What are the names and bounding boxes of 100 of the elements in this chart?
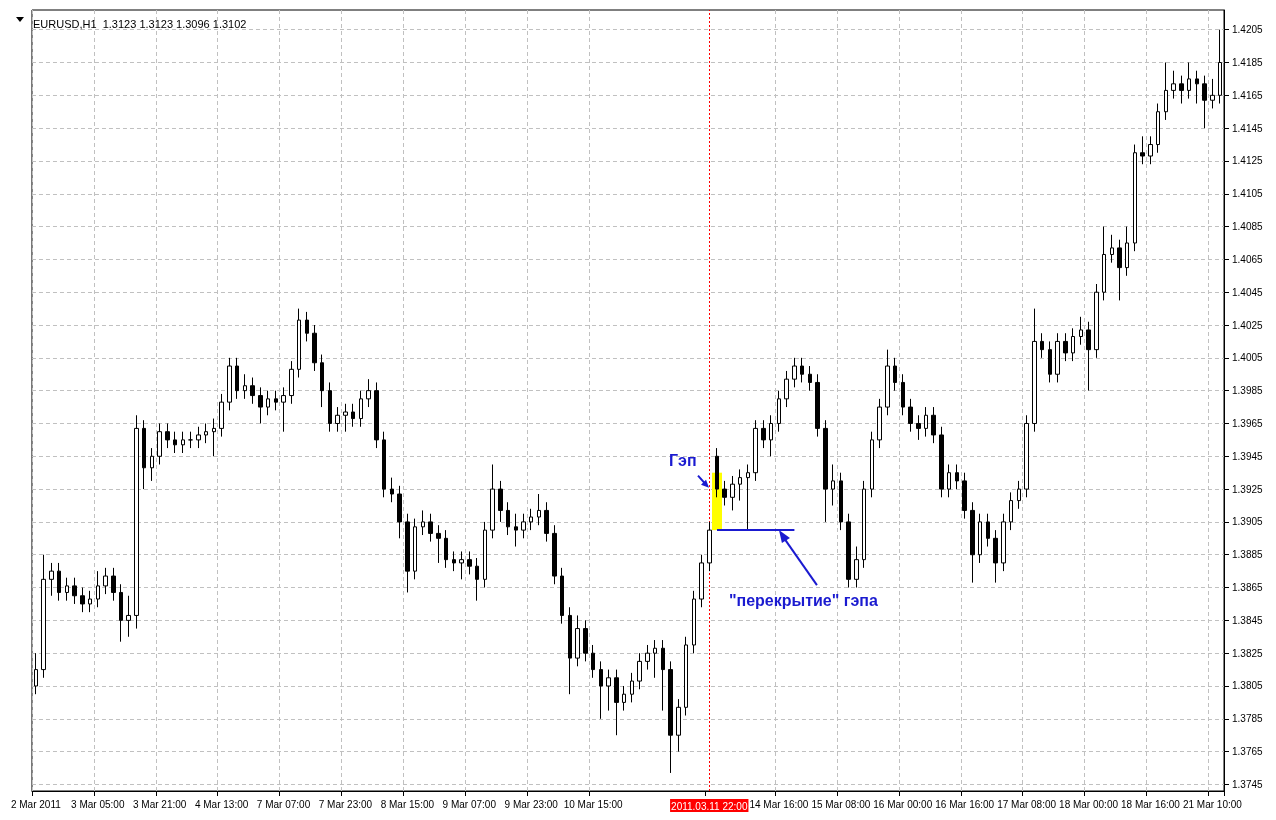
candlestick [374, 381, 379, 449]
candlestick [1187, 62, 1191, 100]
candlestick [537, 493, 541, 526]
candlestick [34, 652, 38, 695]
candlestick [986, 513, 990, 548]
candlestick [784, 370, 789, 408]
y-tick-label: 1.3925 [1232, 483, 1264, 495]
x-tick-label: 3 Mar 05:00 [71, 798, 125, 810]
candlestick [173, 431, 177, 454]
candlestick [119, 583, 123, 643]
candlestick [80, 587, 85, 613]
y-tick-label: 1.4085 [1232, 221, 1264, 233]
candlestick [962, 472, 967, 520]
y-tick-label: 1.4185 [1232, 57, 1264, 68]
annotation: "перекрытие" гэпа [728, 591, 878, 609]
candlestick [1102, 226, 1106, 301]
annotation: Гэп [669, 452, 697, 470]
y-tick-label: 1.3785 [1232, 713, 1264, 725]
candlestick [1094, 283, 1099, 359]
candlestick [1210, 78, 1215, 109]
candlestick [544, 501, 549, 543]
candlestick [877, 398, 882, 449]
candlestick [939, 426, 944, 498]
x-tick-label: 9 Mar 23:00 [504, 798, 559, 810]
candlestick [204, 422, 208, 444]
candlestick [1017, 480, 1021, 510]
candlestick [1202, 75, 1207, 129]
y-tick-label: 1.4045 [1232, 286, 1264, 298]
candlestick [126, 595, 131, 638]
candlestick [614, 669, 619, 736]
candlestick [645, 644, 650, 671]
candlestick [188, 431, 193, 449]
candlestick [815, 373, 820, 438]
candlestick [436, 524, 441, 564]
candlestick [1079, 316, 1083, 346]
candlestick [970, 501, 975, 584]
candlestick [947, 463, 951, 498]
candlestick [823, 419, 828, 523]
candlestick [320, 354, 324, 408]
candlestick [761, 419, 766, 449]
candlestick [1063, 332, 1068, 362]
candlestick [150, 447, 154, 482]
candlestick [72, 577, 77, 605]
candlestick [668, 660, 673, 774]
candlestick [630, 672, 634, 703]
candlestick [753, 419, 758, 482]
candlestick [1218, 29, 1222, 105]
candlestick [490, 463, 495, 539]
candlestick [854, 546, 859, 589]
candlestick [134, 414, 139, 630]
y-tick-label: 1.3865 [1232, 582, 1264, 594]
candlestick [65, 577, 69, 602]
candlestick [258, 386, 263, 424]
candlestick [366, 378, 371, 408]
candlestick [181, 431, 185, 454]
candlestick [599, 660, 603, 720]
candlestick [250, 377, 255, 405]
candlestick [1086, 321, 1091, 392]
x-tick-label: 2 Mar 2011 [10, 798, 62, 810]
x-tick-label: 18 Mar 00:00 [1059, 798, 1119, 810]
candlestick [1164, 62, 1168, 121]
candlestick [1125, 226, 1129, 277]
candlestick [606, 669, 611, 712]
candlestick [111, 567, 116, 602]
candlestick [870, 431, 874, 498]
candlestick [1179, 75, 1184, 105]
candlestick [88, 590, 92, 613]
candlestick [1195, 70, 1199, 105]
candlestick [359, 390, 363, 428]
candlestick [103, 567, 108, 595]
candlestick [413, 518, 417, 580]
candlestick [722, 480, 727, 507]
y-tick-label: 1.3765 [1232, 746, 1264, 758]
y-tick-label: 1.3745 [1232, 778, 1264, 790]
candlestick [421, 509, 425, 536]
candlestick [1148, 135, 1153, 165]
candlestick [428, 513, 433, 543]
candlestick [1009, 491, 1013, 531]
candlestick [289, 360, 294, 405]
x-tick-label: 16 Mar 16:00 [935, 798, 995, 810]
x-tick-label: 7 Mar 07:00 [256, 798, 311, 810]
candlestick [901, 373, 905, 416]
candlestick [1133, 144, 1137, 252]
y-tick-label: 1.4205 [1232, 24, 1264, 36]
y-tick-label: 1.4005 [1232, 352, 1264, 364]
candlestick [746, 463, 750, 531]
candlestick [653, 639, 657, 679]
x-tick-label: 18 Mar 16:00 [1121, 798, 1181, 810]
x-tick-label: 21 Mar 10:00 [1182, 798, 1243, 810]
x-tick-label: 16 Mar 00:00 [873, 798, 933, 810]
x-tick-label: 14 Mar 16:00 [749, 798, 809, 810]
candlestick [529, 508, 533, 531]
candlestick [583, 619, 588, 662]
candlestick [483, 521, 487, 589]
candlestick [916, 414, 921, 441]
y-tick-label: 1.3845 [1232, 614, 1264, 626]
y-tick-label: 1.4165 [1232, 89, 1264, 101]
candlestick [1048, 340, 1052, 383]
candlestick [707, 521, 712, 572]
candlestick [591, 644, 595, 679]
